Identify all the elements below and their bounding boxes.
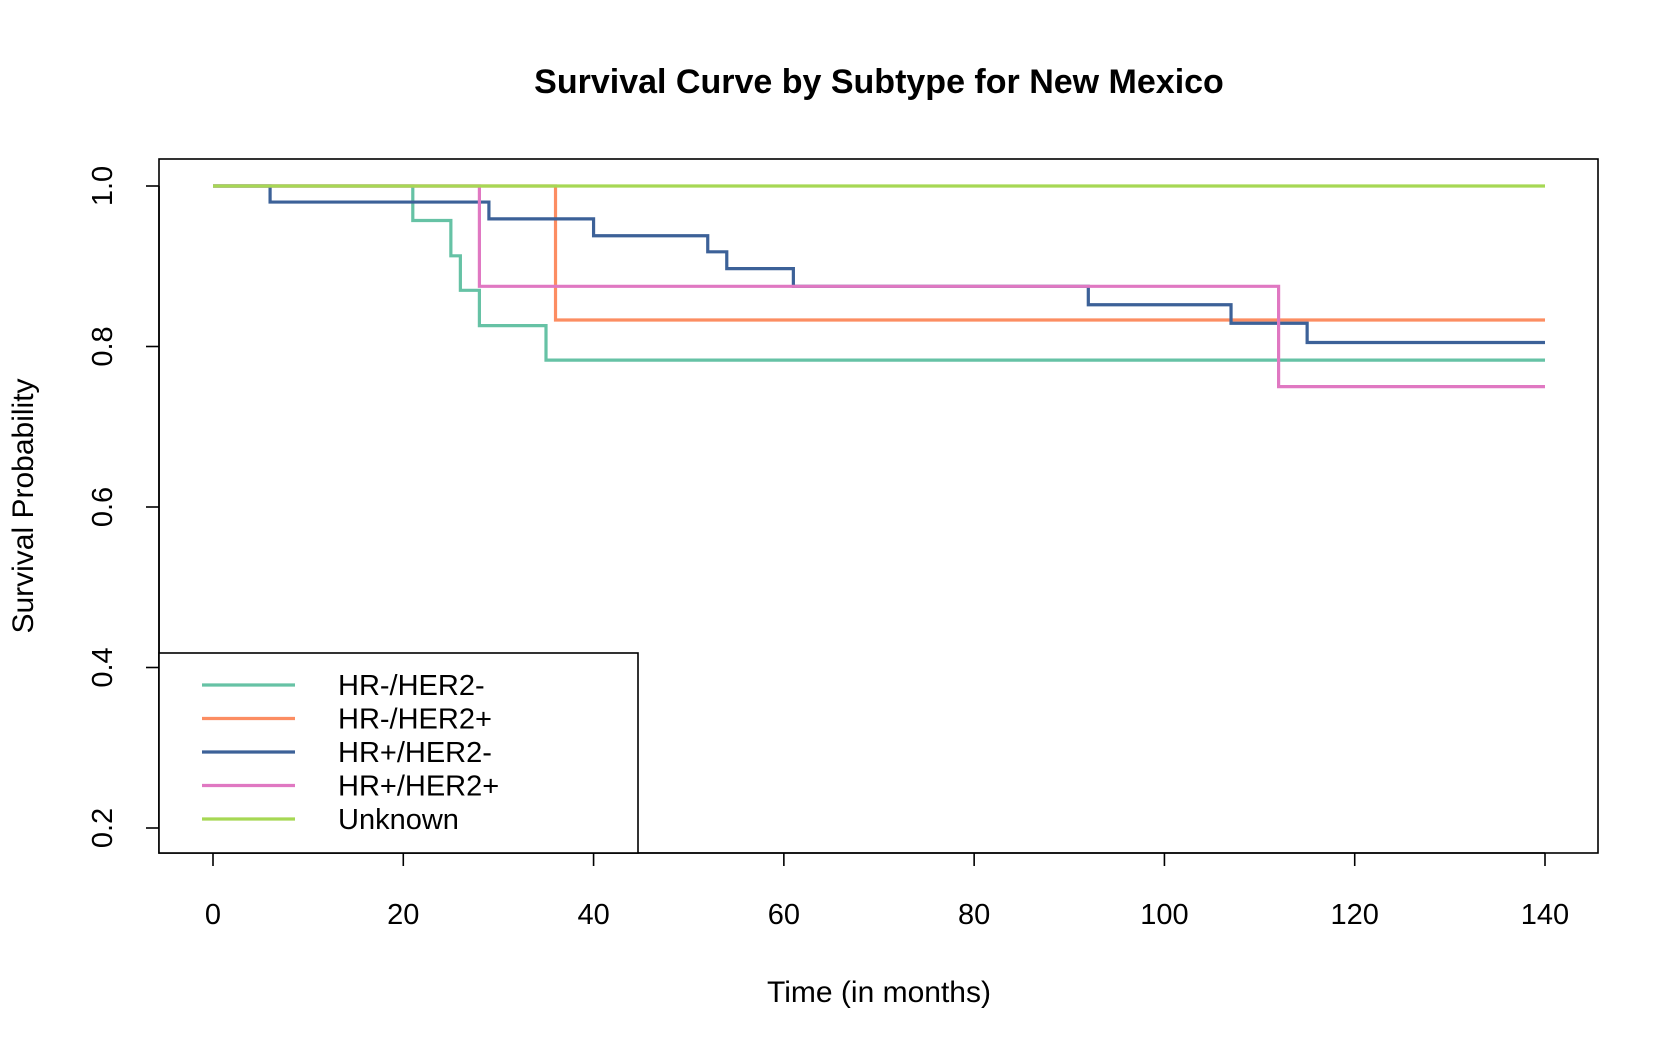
x-tick-label: 80 (958, 899, 990, 931)
series-line-0 (213, 184, 1545, 362)
x-tick-label: 20 (387, 899, 419, 931)
y-axis: 0.2 0.4 0.6 0.8 1.0 (87, 166, 160, 848)
legend-label: HR+/HER2+ (338, 771, 499, 803)
y-tick-label: 0.2 (87, 808, 119, 848)
legend-label: HR+/HER2- (338, 737, 492, 769)
y-tick-label: 0.6 (87, 487, 119, 527)
series-line-2 (213, 184, 1545, 345)
y-tick-label: 0.8 (87, 326, 119, 366)
x-tick-label: 140 (1521, 899, 1569, 931)
y-axis-label: Survival Probability (7, 378, 40, 633)
y-tick-label: 0.4 (87, 647, 119, 687)
x-axis-label: Time (in months) (767, 976, 991, 1009)
legend-label: HR-/HER2- (338, 670, 485, 702)
legend-label: Unknown (338, 804, 459, 836)
legend-label: HR-/HER2+ (338, 704, 492, 736)
x-tick-label: 120 (1331, 899, 1379, 931)
x-tick-label: 0 (205, 899, 221, 931)
legend: HR-/HER2-HR-/HER2+HR+/HER2-HR+/HER2+Unkn… (158, 652, 639, 854)
x-tick-label: 40 (577, 899, 609, 931)
x-tick-label: 100 (1140, 899, 1188, 931)
series-layer (213, 184, 1545, 389)
y-tick-label: 1.0 (87, 166, 119, 206)
x-tick-label: 60 (768, 899, 800, 931)
x-axis: 0 20 40 60 80 100 120 140 (205, 852, 1569, 931)
chart-title: Survival Curve by Subtype for New Mexico (534, 63, 1224, 101)
